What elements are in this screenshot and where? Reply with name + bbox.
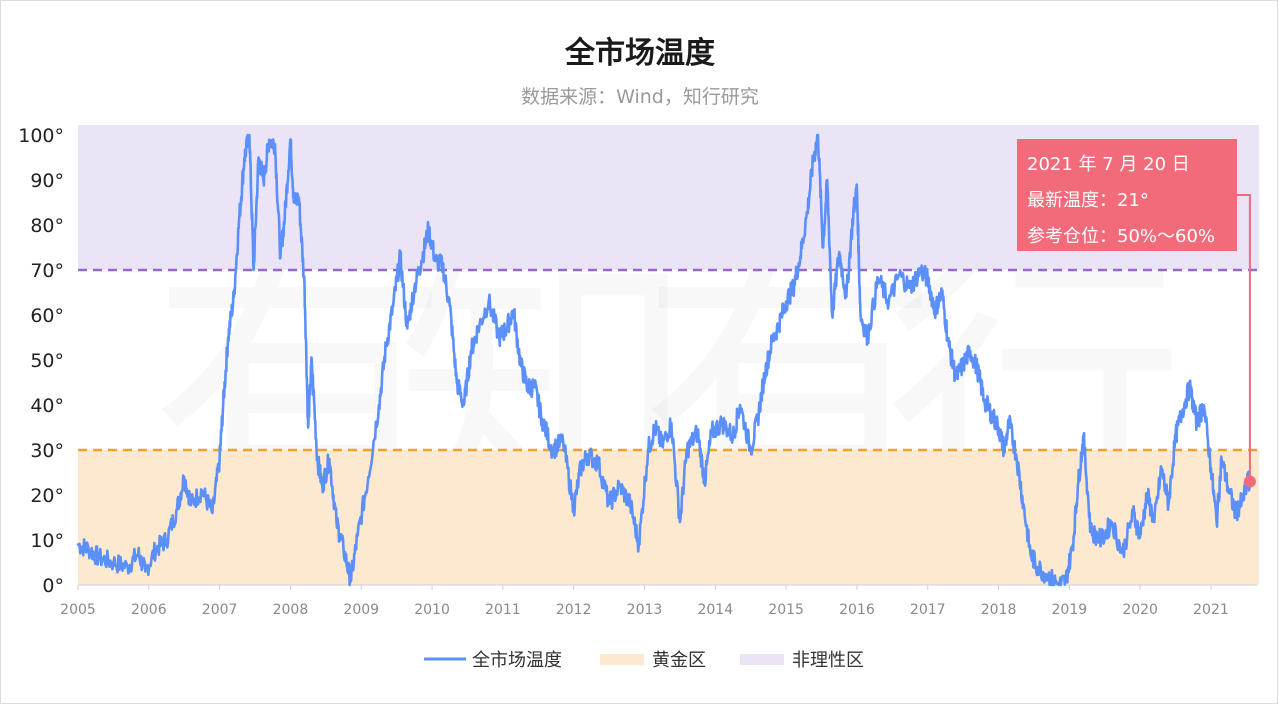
x-tick-label: 2019 (1052, 602, 1088, 618)
annotation-marker (1243, 475, 1256, 488)
x-tick-label: 2010 (414, 602, 450, 618)
y-tick-label: 90° (30, 170, 64, 192)
y-tick-label: 100° (18, 125, 64, 147)
x-tick-label: 2015 (768, 602, 804, 618)
series-line-temperature (76, 133, 1252, 587)
x-tick-label: 2006 (131, 602, 167, 618)
annotation-latest-temp: 最新温度：21° (1027, 190, 1149, 211)
x-tick-label: 2011 (485, 602, 521, 618)
legend-swatch-zone (740, 654, 784, 665)
legend-label: 全市场温度 (472, 650, 562, 671)
y-tick-label: 60° (30, 305, 64, 327)
x-tick-label: 2017 (910, 602, 946, 618)
legend-label: 非理性区 (792, 650, 864, 671)
annotation-connector (1237, 194, 1251, 482)
x-tick-label: 2016 (839, 602, 875, 618)
x-tick-label: 2013 (627, 602, 663, 618)
chart-title: 全市场温度 (565, 36, 715, 71)
x-tick-label: 2012 (556, 602, 592, 618)
y-tick-label: 20° (30, 485, 64, 507)
annotation-position: 参考仓位：50%～60% (1027, 226, 1216, 247)
y-tick-label: 30° (30, 440, 64, 462)
annotation-box: 2021 年 7 月 20 日 最新温度：21° 参考仓位：50%～60% (1017, 139, 1237, 251)
y-tick-label: 70° (30, 260, 64, 282)
x-tick-label: 2005 (60, 602, 96, 618)
y-tick-label: 80° (30, 215, 64, 237)
chart-subtitle: 数据来源：Wind，知行研究 (521, 86, 759, 108)
legend-label: 黄金区 (652, 650, 706, 671)
x-tick-label: 2007 (202, 602, 238, 618)
zone-golden (78, 450, 1259, 585)
annotation-date: 2021 年 7 月 20 日 (1027, 154, 1190, 175)
x-tick-label: 2020 (1122, 602, 1158, 618)
x-tick-label: 2009 (343, 602, 379, 618)
x-tick-label: 2021 (1193, 602, 1229, 618)
legend-swatch-zone (600, 654, 644, 665)
y-tick-label: 50° (30, 350, 64, 372)
y-tick-label: 40° (30, 395, 64, 417)
y-tick-label: 0° (42, 575, 64, 597)
y-tick-label: 10° (30, 530, 64, 552)
x-tick-label: 2014 (697, 602, 733, 618)
x-tick-label: 2008 (273, 602, 309, 618)
x-tick-label: 2018 (981, 602, 1017, 618)
